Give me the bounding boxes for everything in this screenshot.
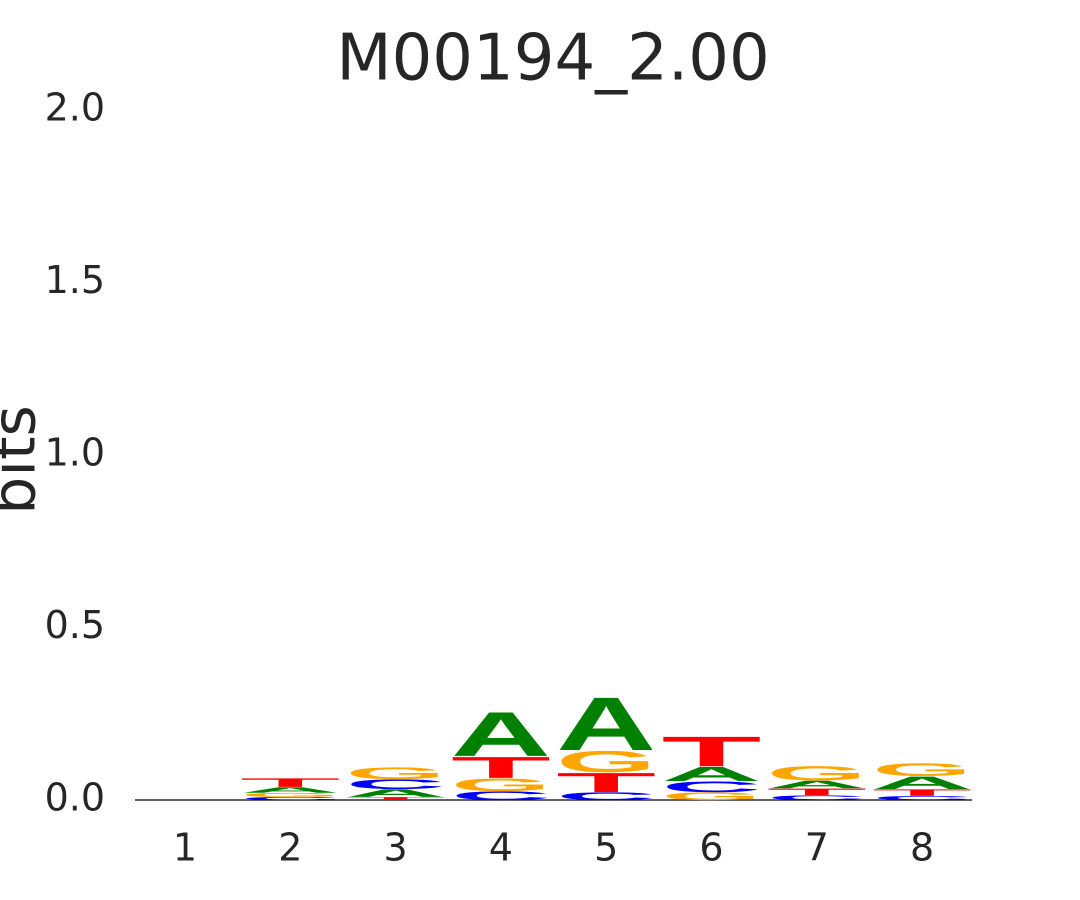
letter: G [872,760,972,780]
letter: G [240,792,340,798]
letter: A [451,699,551,770]
x-tick-label: 8 [910,826,934,870]
y-tick-label: 0.0 [45,776,105,820]
letter: T [451,750,551,784]
x-tick-label: 2 [278,826,302,870]
letter: T [240,776,340,790]
letter: A [767,779,867,791]
letter: A [240,786,340,795]
x-tick-label: 5 [594,826,618,870]
x-tick-label: 7 [805,826,829,870]
letter: G [662,790,762,802]
letter: T [346,796,446,801]
letter: A [556,682,656,767]
y-tick-label: 2.0 [45,86,105,130]
x-tick-label: 4 [489,826,513,870]
y-tick-label: 1.5 [45,258,105,302]
letter: T [872,787,972,798]
letter: C [240,796,340,801]
letter: C [872,795,972,801]
y-tick-label: 1.0 [45,431,105,475]
letter: G [767,762,867,785]
x-tick-label: 3 [384,826,408,870]
letter: T [767,787,867,798]
letter: T [662,728,762,776]
letter: A [872,773,972,793]
chart-title: M00194_2.00 [336,22,769,96]
y-axis-label: bits [0,405,50,515]
y-tick-label: 0.5 [45,603,105,647]
letter: G [451,775,551,795]
letter: T [556,767,656,798]
letter: C [451,789,551,803]
letter: C [767,794,867,801]
letter: G [556,745,656,779]
letter: C [662,779,762,796]
letter: A [662,763,762,786]
x-tick-label: 1 [173,826,197,870]
x-tick-label: 6 [699,826,723,870]
letter: G [346,764,446,782]
letter: C [346,777,446,792]
letter: C [556,790,656,802]
letter: A [346,787,446,799]
